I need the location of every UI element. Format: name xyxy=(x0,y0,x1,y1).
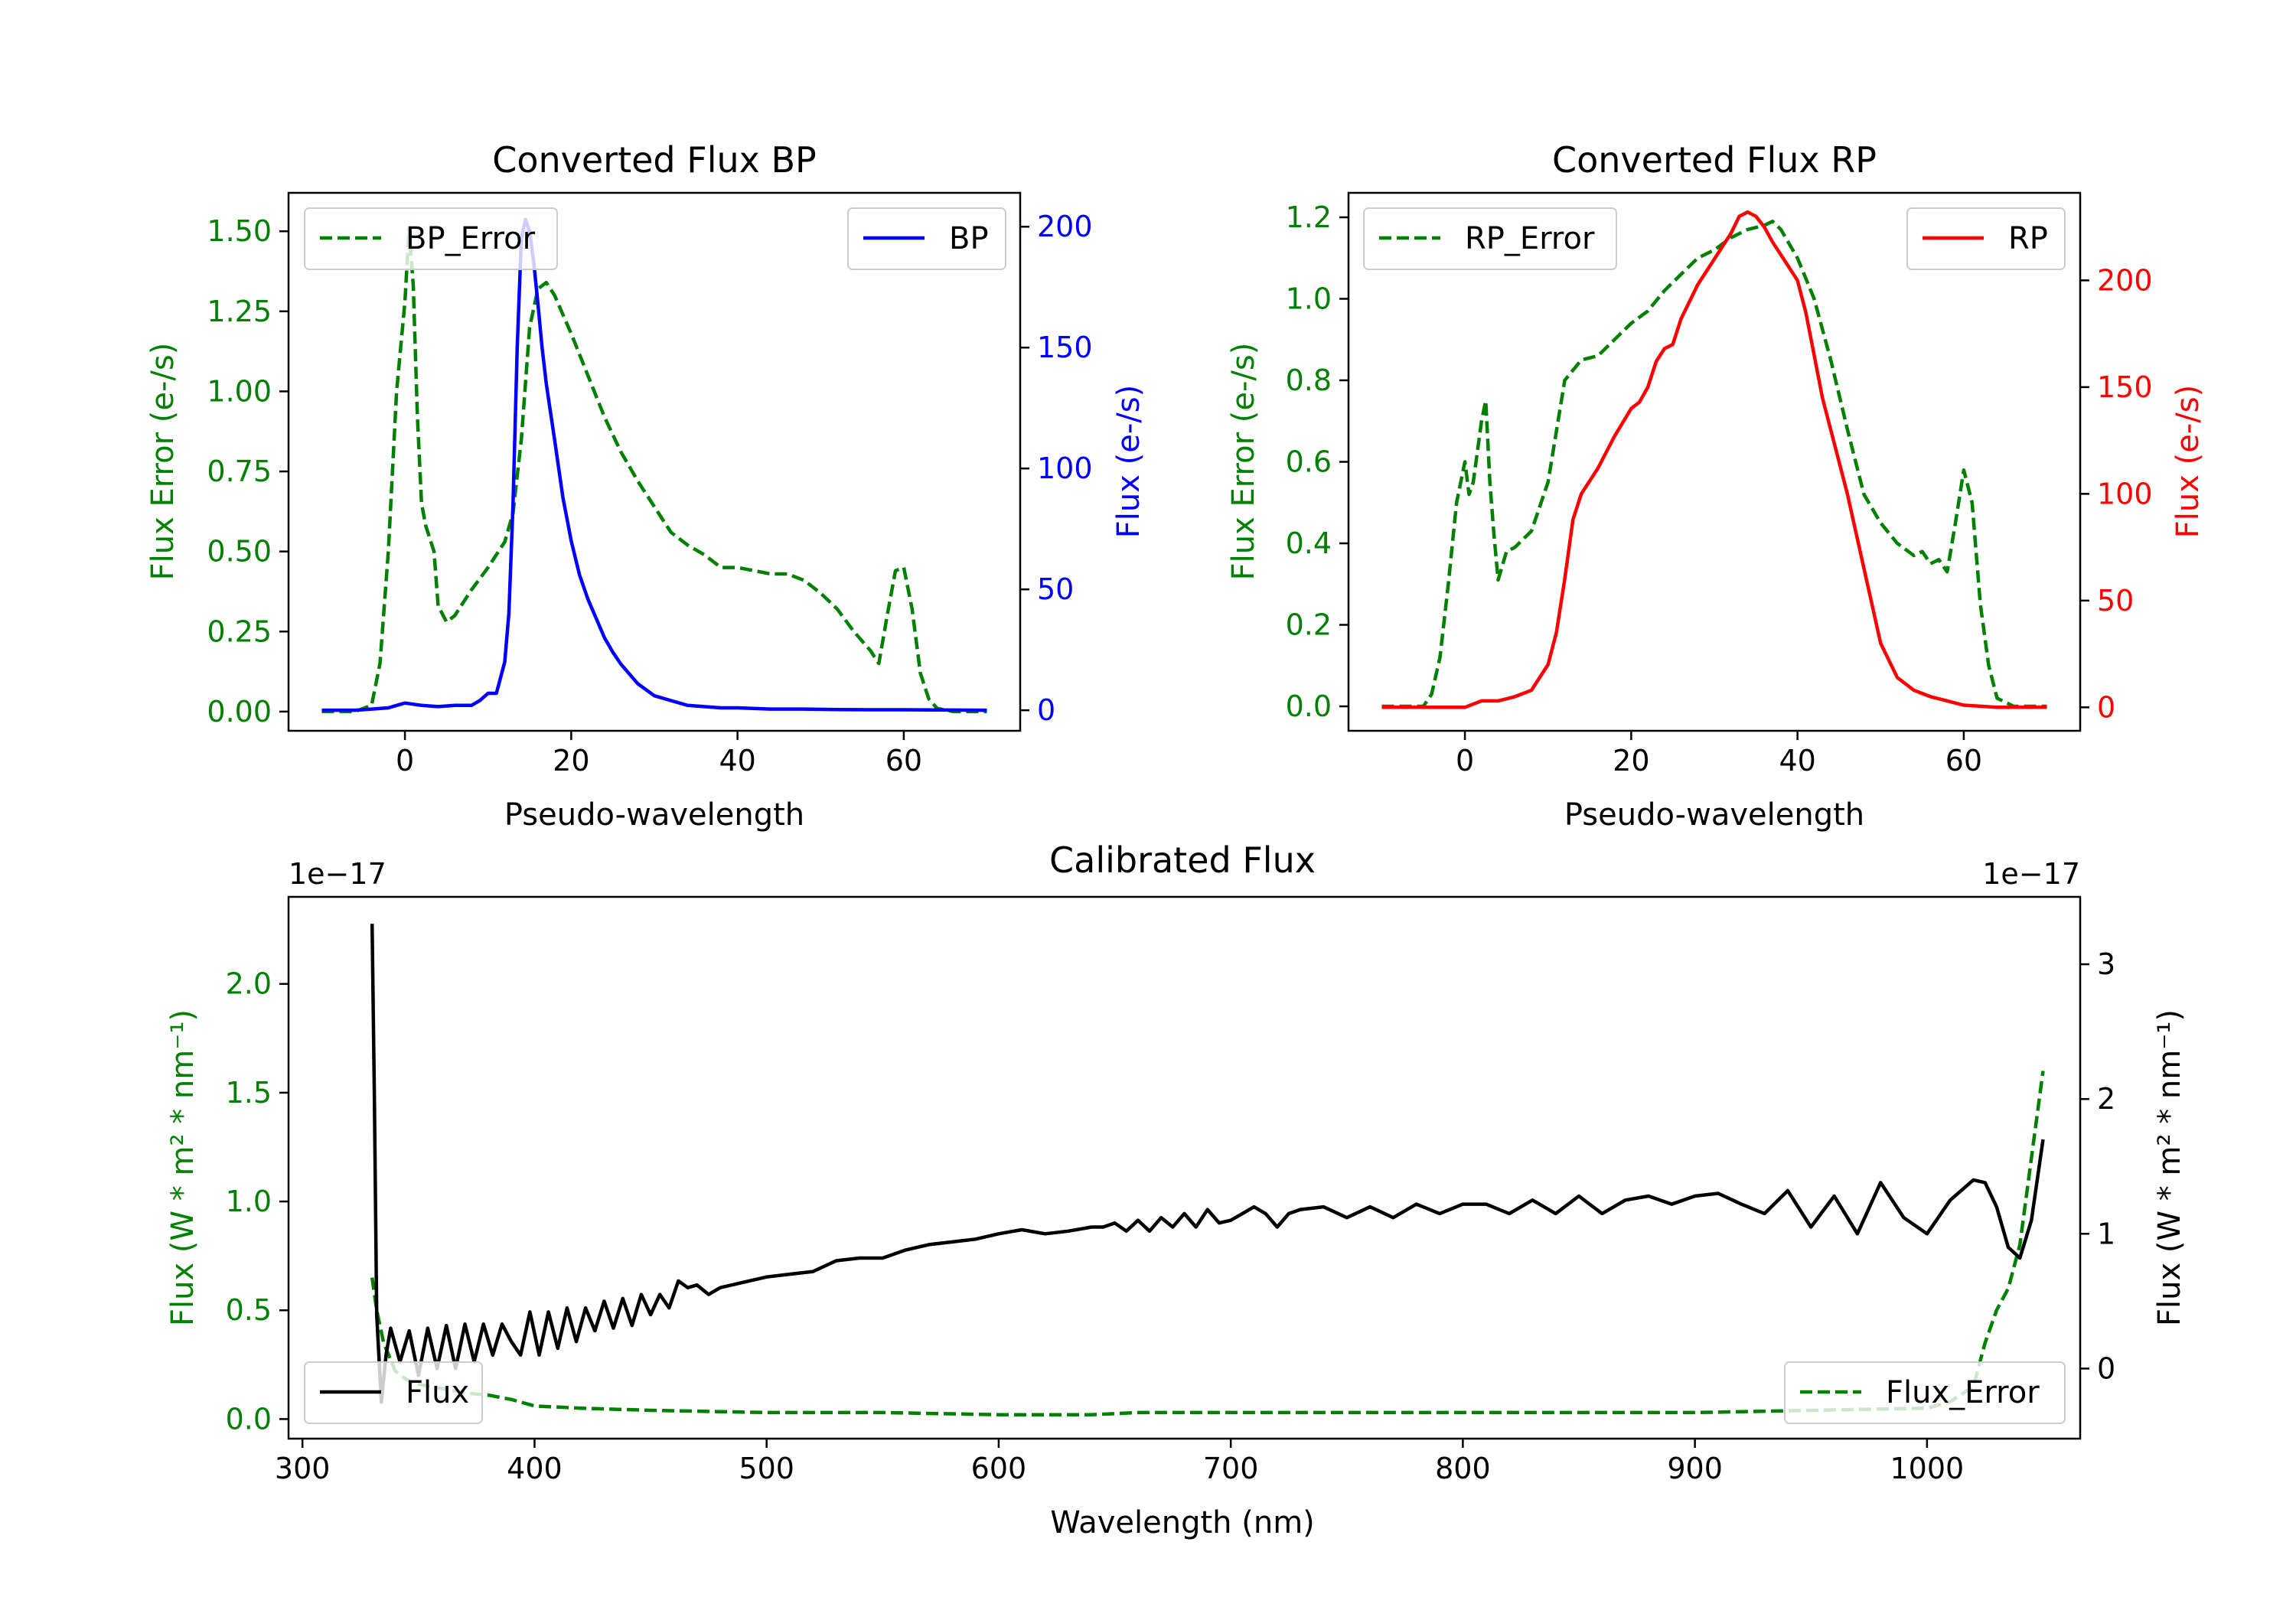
rp-right-tick-label: 50 xyxy=(2097,584,2134,618)
rp-legend-label: RP xyxy=(2008,221,2048,256)
bp-left-ticks: 0.00 0.25 0.50 0.75 1.00 1.25 1.50 xyxy=(207,214,289,729)
calibrated-legend-flux: Flux xyxy=(304,1361,483,1424)
bp-x-tick-label: 0 xyxy=(396,744,414,777)
calibrated-right-tick-label: 3 xyxy=(2097,947,2115,981)
rp-left-tick-label: 1.0 xyxy=(1286,282,1332,315)
calibrated-left-ticks: 0.0 0.5 1.0 1.5 2.0 xyxy=(226,967,289,1436)
rp-x-tick-label: 0 xyxy=(1456,744,1474,777)
calibrated-left-tick-label: 1.5 xyxy=(226,1076,272,1110)
rp-right-ticks: 0 50 100 150 200 xyxy=(2080,263,2153,724)
calibrated-left-tick-label: 0.0 xyxy=(226,1402,272,1436)
calibrated-left-tick-label: 1.0 xyxy=(226,1185,272,1218)
calibrated-x-axis-label: Wavelength (nm) xyxy=(1050,1505,1315,1540)
bp-x-axis-label: Pseudo-wavelength xyxy=(504,797,804,833)
calibrated-title: Calibrated Flux xyxy=(1049,839,1316,881)
rp-right-tick-label: 0 xyxy=(2097,690,2115,724)
bp-series-layer xyxy=(321,217,987,714)
calibrated-x-tick-label: 300 xyxy=(275,1452,331,1485)
calibrated-x-tick-label: 500 xyxy=(739,1452,794,1485)
panel-bp: Converted Flux BP 0 20 40 60 0.000.250.500.… xyxy=(145,139,1146,833)
rp-series-layer xyxy=(1381,210,2047,709)
calibrated-x-tick-label: 600 xyxy=(971,1452,1027,1485)
calibrated-right-ticks: 0 1 2 3 xyxy=(2080,947,2115,1385)
bp-right-axis-label: Flux (e-/s) xyxy=(1111,385,1146,538)
rp-left-tick-label: 0.2 xyxy=(1286,608,1332,642)
rp-legend-flux: RP xyxy=(1906,207,2066,270)
rp-left-tick-label: 0.4 xyxy=(1286,526,1332,560)
bp-series-bp-error xyxy=(321,226,987,714)
bp-legend-label: BP xyxy=(949,221,989,256)
bp-right-tick-label: 0 xyxy=(1037,693,1055,727)
bp-x-tick-label: 20 xyxy=(553,744,589,777)
calibrated-left-axis-label: Flux (W * m² * nm⁻¹) xyxy=(165,1009,201,1326)
calibrated-x-tick-label: 700 xyxy=(1203,1452,1259,1485)
panel-rp: Converted Flux RP 0 20 40 60 0.00.20.40.60.… xyxy=(1226,139,2206,833)
calibrated-error-legend-label: Flux_Error xyxy=(1886,1375,2040,1410)
bp-error-legend-label: BP_Error xyxy=(406,221,536,256)
calibrated-left-tick-label: 0.5 xyxy=(226,1293,272,1327)
bp-left-tick-label: 1.50 xyxy=(207,214,272,248)
calibrated-series-flux xyxy=(370,924,2045,1404)
calibrated-right-tick-label: 1 xyxy=(2097,1217,2115,1250)
rp-series-rp xyxy=(1381,210,2047,709)
bp-left-axis-label: Flux Error (e-/s) xyxy=(145,343,181,581)
calibrated-right-tick-label: 0 xyxy=(2097,1351,2115,1385)
bp-left-tick-label: 0.75 xyxy=(207,455,272,488)
bp-x-ticks: 0 20 40 60 xyxy=(396,731,922,777)
bp-left-tick-label: 0.00 xyxy=(207,695,272,729)
rp-left-tick-label: 1.2 xyxy=(1286,200,1332,234)
rp-x-axis-label: Pseudo-wavelength xyxy=(1564,797,1864,833)
bp-series-bp xyxy=(321,217,987,712)
bp-x-tick-label: 40 xyxy=(719,744,755,777)
bp-left-tick-label: 0.25 xyxy=(207,614,272,648)
bp-left-tick-label: 0.50 xyxy=(207,535,272,569)
bp-legend-error: BP_Error xyxy=(304,207,558,270)
rp-right-tick-label: 100 xyxy=(2097,477,2153,510)
bp-legend-flux: BP xyxy=(847,207,1006,270)
rp-x-tick-label: 20 xyxy=(1613,744,1649,777)
calibrated-left-tick-label: 2.0 xyxy=(226,967,272,1001)
rp-x-tick-label: 60 xyxy=(1945,744,1982,777)
calibrated-right-tick-label: 2 xyxy=(2097,1082,2115,1116)
calibrated-x-tick-label: 800 xyxy=(1435,1452,1491,1485)
rp-right-axis-label: Flux (e-/s) xyxy=(2170,385,2206,538)
rp-left-tick-label: 0.6 xyxy=(1286,445,1332,479)
bp-x-tick-label: 60 xyxy=(885,744,922,777)
calibrated-flux-legend-label: Flux xyxy=(406,1375,469,1410)
rp-right-tick-label: 150 xyxy=(2097,370,2153,404)
rp-title: Converted Flux RP xyxy=(1552,139,1877,181)
rp-right-tick-label: 200 xyxy=(2097,263,2153,297)
bp-plot-frame xyxy=(287,191,1022,732)
rp-error-legend-label: RP_Error xyxy=(1465,221,1595,256)
rp-series-rp-error xyxy=(1381,220,2047,709)
calibrated-x-tick-label: 1000 xyxy=(1890,1452,1965,1485)
bp-right-tick-label: 150 xyxy=(1037,331,1093,364)
bp-right-tick-label: 200 xyxy=(1037,210,1093,243)
calibrated-legend-error: Flux_Error xyxy=(1784,1361,2066,1424)
calibrated-x-ticks: 300 400 500 600 700 800 900 1000 xyxy=(275,1439,1964,1485)
calibrated-plot-frame xyxy=(287,895,2082,1440)
rp-x-ticks: 0 20 40 60 xyxy=(1456,731,1982,777)
calibrated-right-axis-label: Flux (W * m² * nm⁻¹) xyxy=(2152,1009,2187,1326)
bp-left-tick-label: 1.25 xyxy=(207,295,272,328)
bp-left-tick-label: 1.00 xyxy=(207,374,272,408)
calibrated-left-scale: 1e−17 xyxy=(289,857,386,891)
calibrated-x-tick-label: 400 xyxy=(507,1452,563,1485)
bp-right-tick-label: 100 xyxy=(1037,451,1093,485)
bp-right-tick-label: 50 xyxy=(1037,572,1074,606)
rp-x-tick-label: 40 xyxy=(1779,744,1815,777)
rp-left-ticks: 0.0 0.2 0.4 0.6 0.8 1.0 1.2 xyxy=(1286,200,1349,723)
calibrated-x-tick-label: 900 xyxy=(1667,1452,1723,1485)
rp-left-tick-label: 0.0 xyxy=(1286,689,1332,723)
rp-legend-error: RP_Error xyxy=(1363,207,1617,270)
bp-right-ticks: 0 50 100 150 200 xyxy=(1020,210,1093,727)
rp-left-tick-label: 0.8 xyxy=(1286,363,1332,397)
bp-title: Converted Flux BP xyxy=(492,139,817,181)
panel-calibrated: Calibrated Flux 1e−17 1e−17 300 400 500 600… xyxy=(165,839,2187,1540)
calibrated-right-scale: 1e−17 xyxy=(1982,857,2080,891)
rp-left-axis-label: Flux Error (e-/s) xyxy=(1226,343,1261,581)
